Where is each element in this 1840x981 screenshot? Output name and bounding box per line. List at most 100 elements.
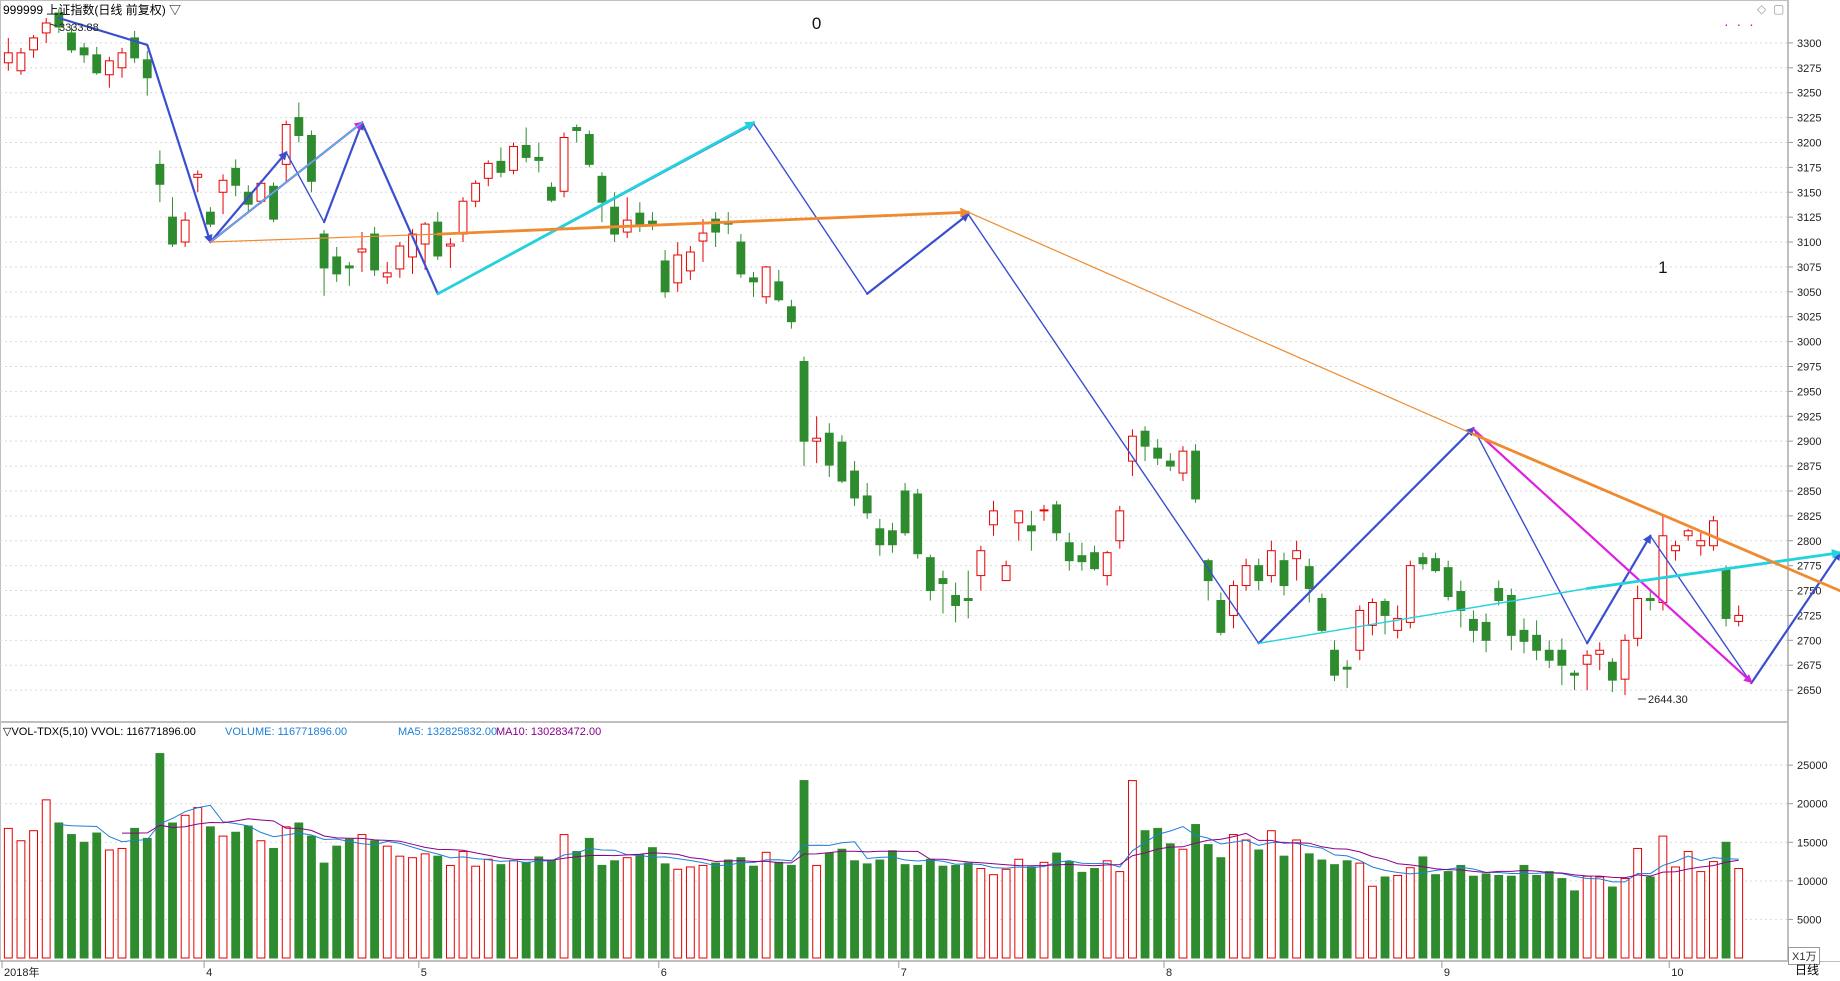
more-options-icon[interactable]: · · · — [1724, 16, 1756, 32]
candle-body-up — [3, 52, 13, 64]
volume-bar-up — [1658, 835, 1668, 959]
price-tick-label: 2950 — [1797, 386, 1821, 398]
price-tick-label: 2775 — [1797, 561, 1821, 573]
volume-bar-down — [294, 822, 304, 959]
period-tab-daily[interactable]: 日线 — [1795, 963, 1820, 977]
volume-bar-down — [1645, 876, 1655, 959]
cyan-trend-line[interactable] — [209, 121, 363, 243]
volume-bar-down — [951, 864, 961, 959]
candle-body-up — [483, 162, 493, 179]
volume-indicator-title[interactable]: ▽VOL-TDX(5,10) VVOL: 116771896.00 — [3, 726, 196, 738]
candle-body-down — [900, 490, 910, 534]
candle-body-down — [875, 528, 885, 546]
volume-bar-down — [332, 845, 342, 959]
candle — [1090, 545, 1099, 571]
candle — [1077, 542, 1087, 571]
blue-trend-line[interactable] — [967, 213, 1260, 644]
volume-bar-down — [1607, 886, 1617, 959]
cyan-trend-line[interactable] — [436, 121, 756, 296]
volume-bar-down — [1203, 844, 1213, 959]
blue-trend-line[interactable] — [360, 121, 439, 295]
candle — [1709, 515, 1718, 551]
candle-body-up — [1683, 530, 1693, 537]
candle — [509, 142, 518, 175]
blue-trend-line[interactable] — [1649, 535, 1752, 684]
candle — [1266, 540, 1276, 583]
candle — [433, 212, 443, 260]
orange-trend-line[interactable] — [1472, 432, 1840, 693]
candle — [1683, 528, 1693, 541]
blue-trend-line[interactable] — [209, 151, 288, 244]
volume-bar-down — [900, 864, 910, 959]
volume-bar-down — [1557, 878, 1567, 959]
blue-trend-line[interactable] — [323, 120, 364, 224]
magenta-trend-line[interactable] — [1472, 428, 1753, 684]
candle — [976, 545, 986, 591]
blue-trend-line[interactable] — [752, 122, 868, 295]
candle-body-down — [1165, 460, 1175, 467]
volume-bar-up — [29, 830, 38, 959]
candle-body-down — [92, 54, 102, 74]
candle-body-down — [951, 595, 961, 606]
blue-trend-line[interactable] — [57, 16, 213, 244]
price-tick-label: 2675 — [1797, 660, 1821, 672]
volume-bar-down — [938, 865, 948, 959]
candle-body-down — [1519, 629, 1529, 642]
volume-bar-up — [812, 864, 822, 959]
restore-window-icon[interactable]: ◇ — [1757, 2, 1767, 16]
candle — [1418, 552, 1428, 570]
volume-panel-frame — [0, 722, 1788, 961]
candle-body-down — [913, 493, 923, 555]
candle — [786, 299, 796, 329]
symbol-title[interactable]: 999999 上证指数(日线 前复权) ▽ — [3, 2, 181, 17]
blue-trend-line[interactable] — [1586, 534, 1652, 645]
cyan-trend-line[interactable] — [1585, 548, 1840, 590]
candle-body-down — [1064, 542, 1074, 562]
candle-body-down — [584, 133, 594, 165]
candle-body-up — [1178, 450, 1188, 474]
blue-trend-line[interactable] — [1257, 426, 1475, 645]
volume-bar-up — [1683, 851, 1693, 959]
candle-body-down — [155, 163, 165, 185]
orange-trend-line[interactable] — [967, 211, 1474, 435]
volume-tick-label: 15000 — [1797, 837, 1828, 849]
candle-body-down — [496, 160, 506, 173]
candle — [142, 50, 152, 96]
candle-body-up — [281, 124, 291, 165]
candle-body-up — [1393, 617, 1403, 631]
volume-bar-down — [1506, 875, 1516, 959]
candle — [1734, 605, 1744, 627]
candle-body-down — [1481, 621, 1491, 641]
candle-body-down — [660, 260, 670, 293]
volume-bar-down — [774, 861, 784, 959]
blue-trend-line[interactable] — [1472, 427, 1588, 644]
candle — [521, 127, 531, 163]
volume-bar-up — [382, 845, 392, 959]
candle — [951, 582, 961, 623]
volume-bar-up — [218, 835, 228, 959]
orange-trend-line[interactable] — [209, 233, 439, 243]
blue-trend-line[interactable] — [285, 151, 325, 223]
candle-body-down — [1506, 595, 1516, 636]
cyan-trend-line[interactable] — [1258, 587, 1588, 644]
candle-body-down — [79, 47, 89, 56]
candle-body-down — [925, 557, 935, 592]
candle-body-down — [635, 212, 645, 226]
volume-bar-down — [1519, 864, 1529, 959]
candle-body-up — [761, 266, 771, 298]
blue-trend-line[interactable] — [866, 213, 970, 295]
candle-body-up — [1367, 601, 1377, 626]
candle — [1658, 515, 1668, 611]
orange-trend-line[interactable] — [436, 207, 971, 236]
candle — [16, 47, 26, 75]
volume-bar-up — [1709, 861, 1718, 959]
candle — [1595, 642, 1605, 671]
blue-trend-line[interactable] — [1750, 551, 1840, 685]
candle-body-up — [1128, 435, 1137, 462]
candle-body-down — [938, 578, 948, 585]
volume-bar-down — [1342, 860, 1352, 959]
volume-bar-down — [243, 825, 253, 959]
maximize-window-icon[interactable]: ▢ — [1773, 2, 1785, 16]
candle-body-up — [673, 254, 683, 284]
volume-bar-up — [16, 840, 26, 959]
